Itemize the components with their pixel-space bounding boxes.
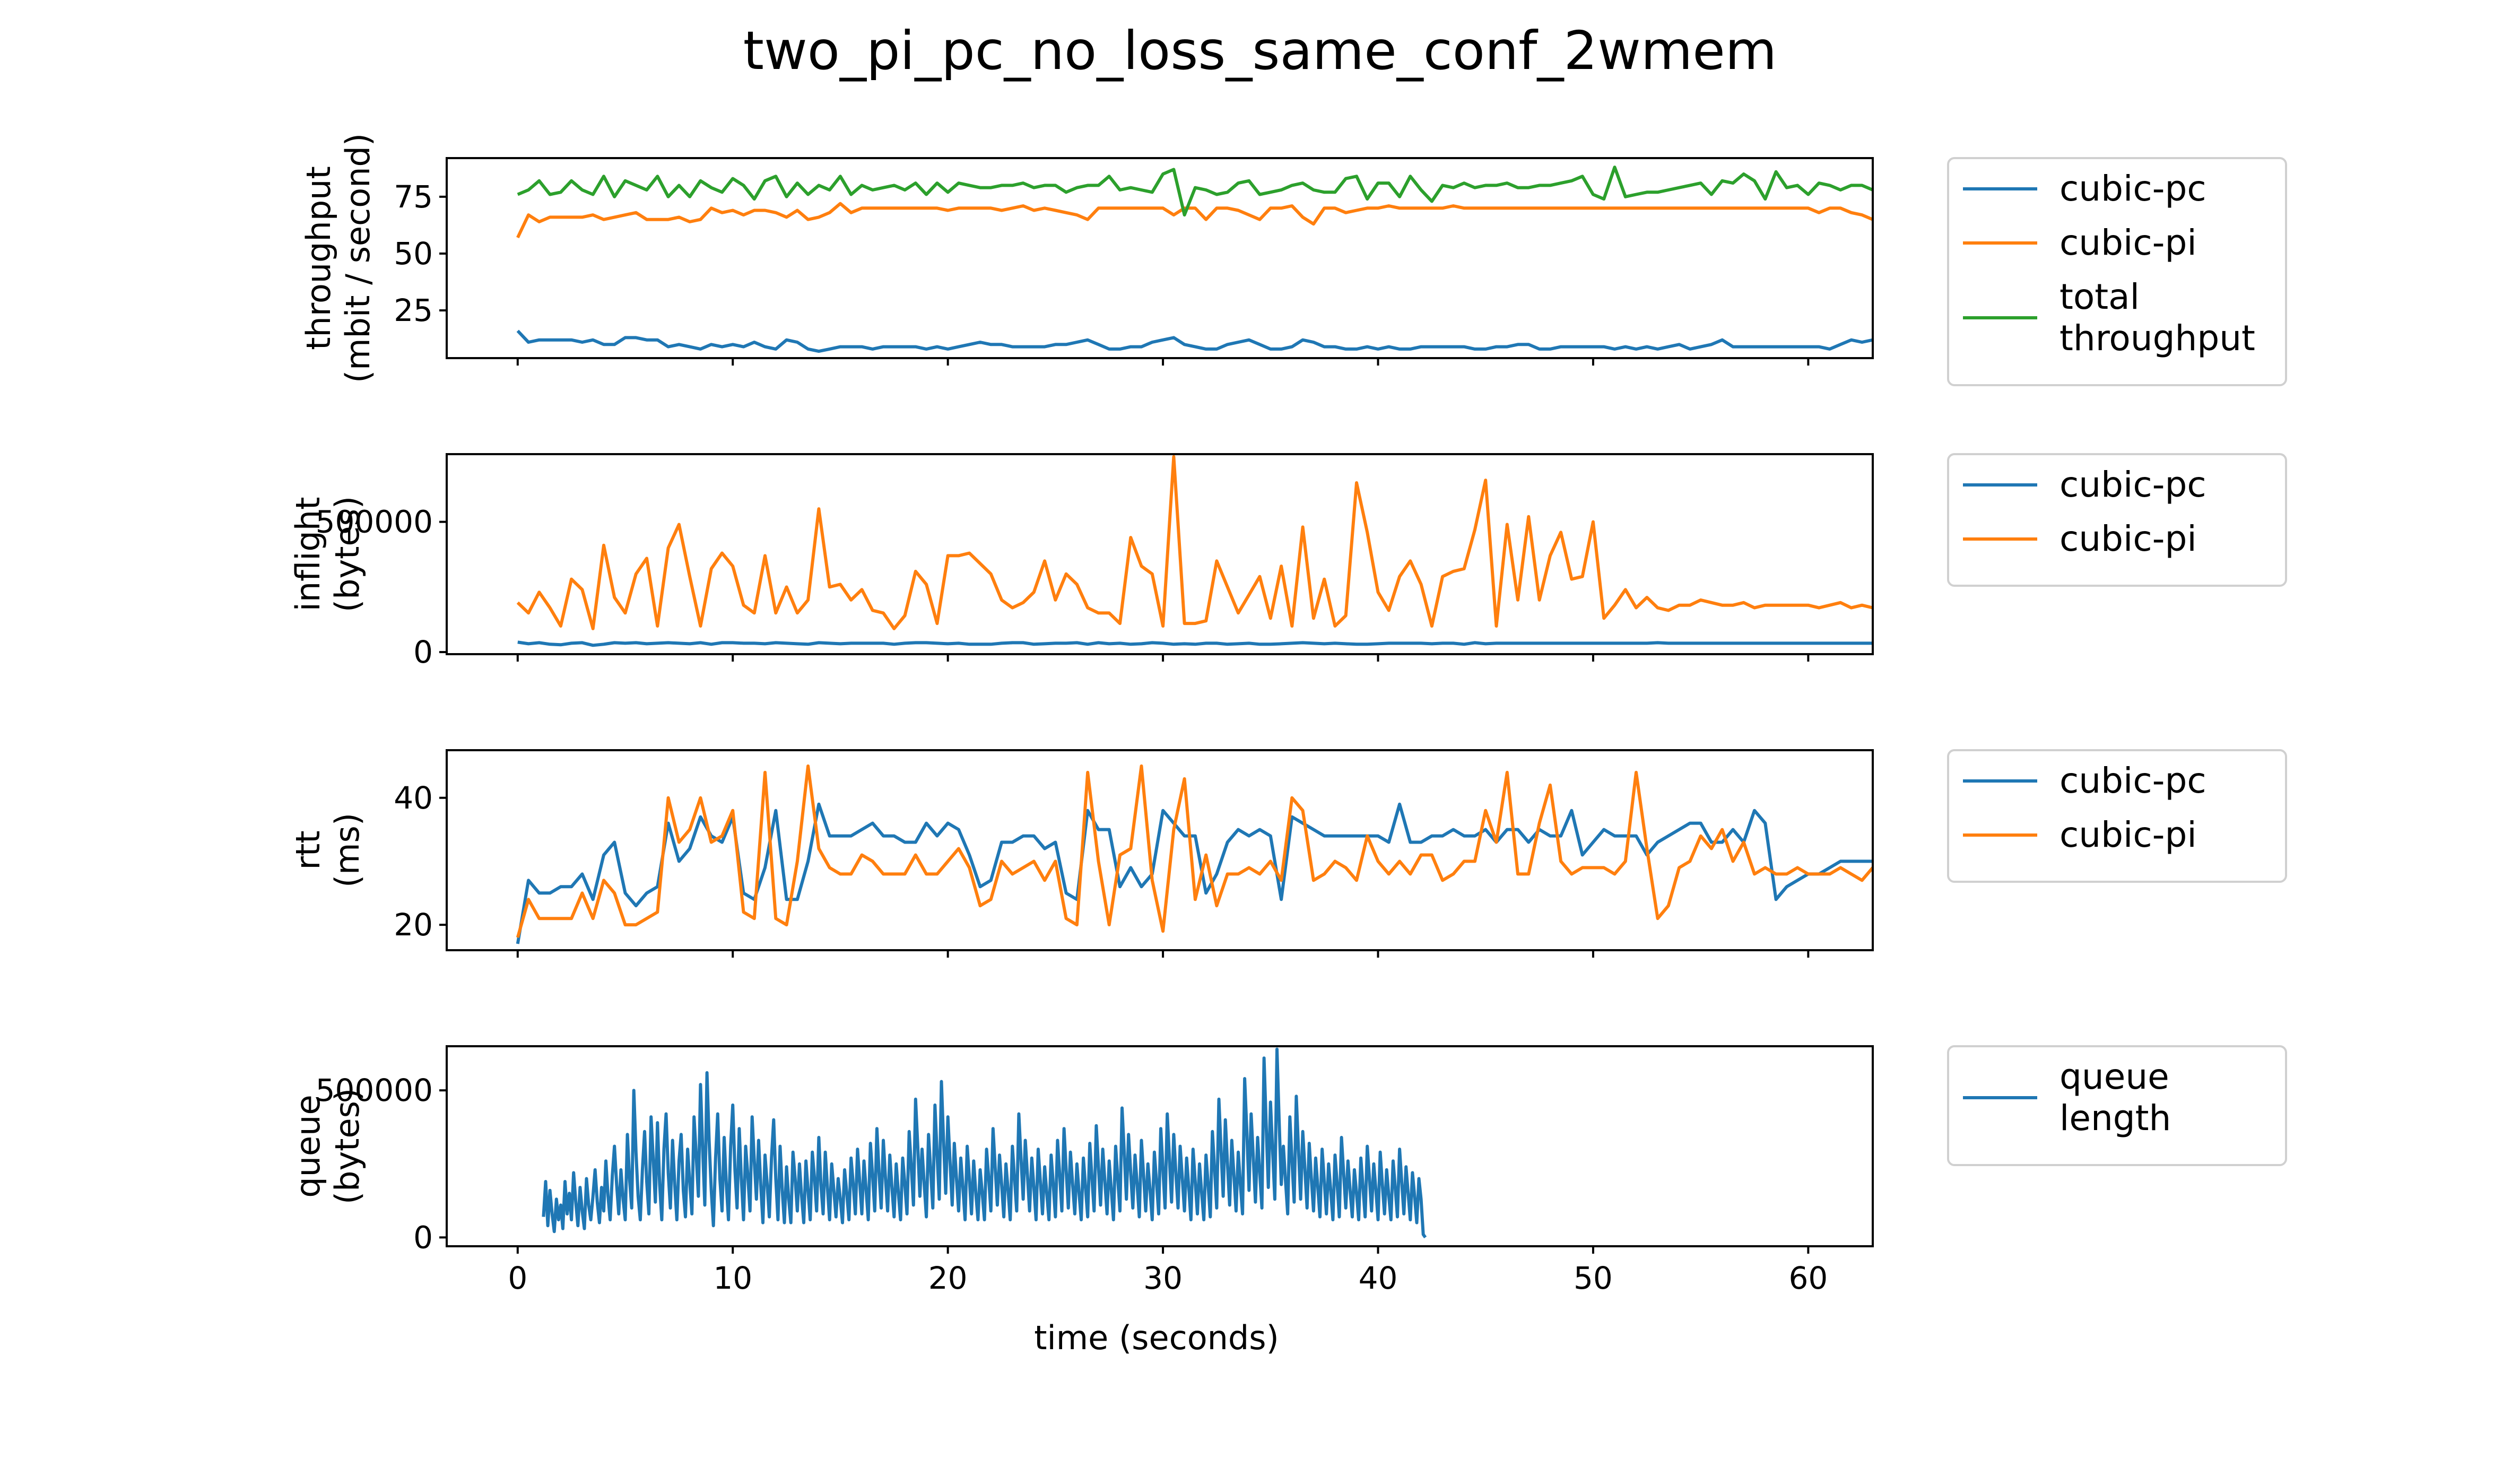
x-axis-label: time (seconds) — [1034, 1318, 1279, 1357]
legend-item: queue length — [1963, 1056, 2171, 1139]
series-line-total-throughput — [517, 166, 1873, 217]
legend: cubic-pc cubic-pi total throughput — [1947, 157, 2287, 386]
y-axis-label-line: (bytes) — [328, 496, 367, 612]
x-tick-label: 10 — [713, 1260, 752, 1296]
axes-frame — [446, 1045, 1874, 1247]
y-tick-label: 50 — [394, 236, 433, 272]
legend-item: total throughput — [1963, 276, 2255, 359]
legend-item: cubic-pi — [1963, 222, 2197, 263]
legend: queue length — [1947, 1045, 2287, 1166]
y-axis-label: rtt(ms) — [289, 813, 367, 888]
legend-label: queue length — [2060, 1056, 2171, 1139]
legend-label: cubic-pi — [2060, 222, 2197, 263]
y-axis-label: queue(bytes) — [289, 1088, 367, 1204]
y-axis-label-line: throughput — [299, 166, 338, 350]
x-tick-label: 60 — [1788, 1260, 1828, 1296]
legend-label-line: cubic-pi — [2060, 518, 2197, 559]
series-line-cubic-pi — [516, 202, 1873, 239]
x-tick-label: 0 — [508, 1260, 527, 1296]
y-tick-label: 25 — [394, 292, 433, 328]
y-tick-label: 0 — [413, 634, 433, 670]
legend-label-line: length — [2060, 1098, 2171, 1139]
axes-frame — [446, 749, 1874, 951]
y-axis-label-line: (mbit / second) — [338, 133, 377, 383]
legend-label-line: total — [2060, 276, 2140, 317]
x-tick-label: 40 — [1359, 1260, 1398, 1296]
legend-label-line: cubic-pi — [2060, 814, 2197, 855]
legend-item: cubic-pi — [1963, 814, 2197, 855]
y-tick-label: 500000 — [316, 504, 433, 540]
y-axis-label-line: inflight — [289, 497, 327, 612]
legend-frame — [1947, 157, 2287, 386]
legend-label-line: queue — [2060, 1056, 2169, 1097]
legend-frame — [1947, 453, 2287, 587]
legend-label: cubic-pc — [2060, 464, 2206, 505]
legend-label: cubic-pi — [2060, 518, 2197, 559]
axes-frame — [446, 453, 1874, 655]
y-axis-label: inflight(bytes) — [289, 496, 367, 612]
legend-frame — [1947, 1045, 2287, 1166]
y-tick-label: 500000 — [316, 1072, 433, 1108]
legend-frame — [1947, 749, 2287, 883]
legend-item: cubic-pc — [1963, 464, 2206, 505]
legend-label: cubic-pi — [2060, 814, 2197, 855]
y-axis-label-line: (bytes) — [328, 1088, 367, 1204]
legend-label-line: cubic-pi — [2060, 222, 2197, 263]
x-tick-label: 20 — [928, 1260, 968, 1296]
series-line-cubic-pi — [516, 764, 1873, 938]
axes-frame — [446, 157, 1874, 359]
series-line-queue-length — [542, 1047, 1427, 1239]
y-axis-label-line: (ms) — [328, 813, 367, 888]
legend-label: total throughput — [2060, 276, 2255, 359]
legend: cubic-pc cubic-pi — [1947, 453, 2287, 587]
legend-label-line: cubic-pc — [2060, 168, 2206, 209]
series-line-cubic-pc — [516, 329, 1873, 353]
panel-3: 20 40 rtt(ms) cubic-pc cubic-pi — [289, 749, 2287, 958]
y-axis-label: throughput(mbit / second) — [299, 133, 377, 383]
legend: cubic-pc cubic-pi — [1947, 749, 2287, 883]
legend-label: cubic-pc — [2060, 168, 2206, 209]
y-tick-label: 0 — [413, 1219, 433, 1255]
legend-item: cubic-pc — [1963, 760, 2206, 801]
series-line-cubic-pc — [517, 640, 1873, 647]
legend-label-line: throughput — [2060, 318, 2255, 359]
y-axis-label-line: queue — [289, 1095, 327, 1197]
legend-label-line: cubic-pc — [2060, 464, 2206, 505]
legend-label-line: cubic-pc — [2060, 760, 2206, 801]
x-tick-label: 30 — [1143, 1260, 1183, 1296]
series-line-cubic-pc — [516, 802, 1873, 944]
y-tick-label: 75 — [394, 179, 433, 215]
y-axis-label-line: rtt — [289, 830, 327, 870]
x-tick-label: 50 — [1574, 1260, 1613, 1296]
legend-item: cubic-pi — [1963, 518, 2197, 559]
chart-title: two_pi_pc_no_loss_same_conf_2wmem — [743, 20, 1777, 82]
series-line-cubic-pi — [516, 455, 1873, 630]
legend-label: cubic-pc — [2060, 760, 2206, 801]
legend-item: cubic-pc — [1963, 168, 2206, 209]
y-tick-label: 20 — [394, 907, 433, 943]
y-tick-label: 40 — [394, 780, 433, 816]
